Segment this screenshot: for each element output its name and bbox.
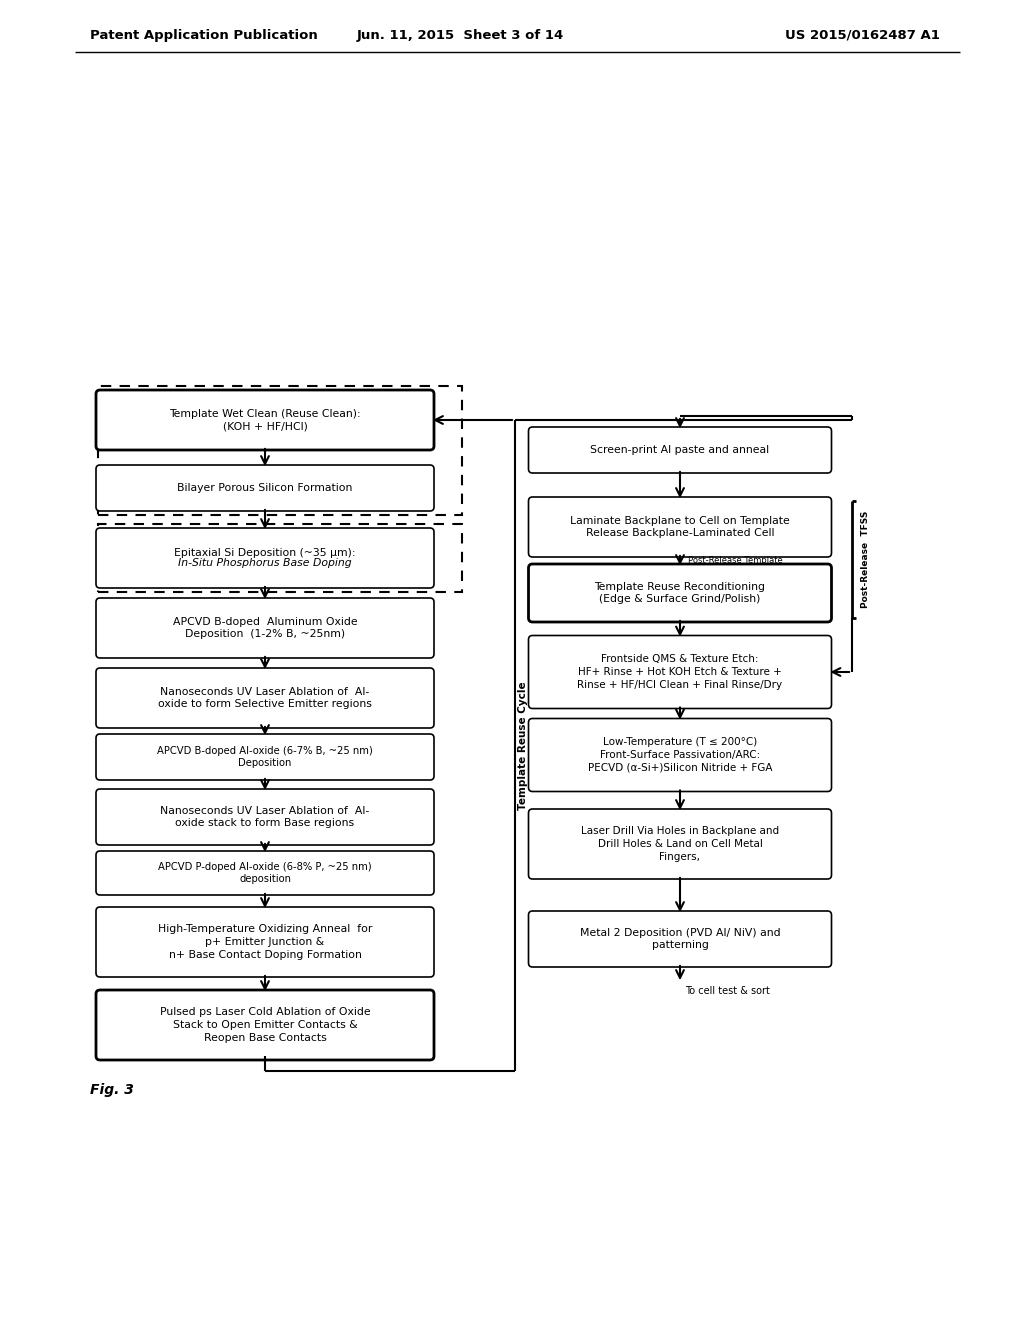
FancyBboxPatch shape [96, 734, 434, 780]
FancyBboxPatch shape [96, 528, 434, 587]
Text: Fig. 3: Fig. 3 [90, 1082, 134, 1097]
Text: Frontside QMS & Texture Etch:
HF+ Rinse + Hot KOH Etch & Texture +
Rinse + HF/HC: Frontside QMS & Texture Etch: HF+ Rinse … [578, 655, 782, 690]
FancyBboxPatch shape [96, 389, 434, 450]
Text: Metal 2 Deposition (PVD Al/ NiV) and
patterning: Metal 2 Deposition (PVD Al/ NiV) and pat… [580, 928, 780, 950]
Text: In-Situ Phosphorus Base Doping: In-Situ Phosphorus Base Doping [178, 558, 352, 569]
FancyBboxPatch shape [528, 498, 831, 557]
Text: US 2015/0162487 A1: US 2015/0162487 A1 [785, 29, 940, 41]
FancyBboxPatch shape [96, 907, 434, 977]
Text: Screen-print Al paste and anneal: Screen-print Al paste and anneal [591, 445, 770, 455]
Text: Template Reuse Reconditioning
(Edge & Surface Grind/Polish): Template Reuse Reconditioning (Edge & Su… [595, 582, 766, 605]
Text: Post-Release Template: Post-Release Template [688, 556, 782, 565]
FancyBboxPatch shape [96, 789, 434, 845]
Text: Nanoseconds UV Laser Ablation of  Al-
oxide to form Selective Emitter regions: Nanoseconds UV Laser Ablation of Al- oxi… [158, 686, 372, 709]
FancyBboxPatch shape [96, 465, 434, 511]
Text: Laminate Backplane to Cell on Template
Release Backplane-Laminated Cell: Laminate Backplane to Cell on Template R… [570, 516, 790, 539]
Text: Bilayer Porous Silicon Formation: Bilayer Porous Silicon Formation [177, 483, 352, 492]
Text: Pulsed ps Laser Cold Ablation of Oxide
Stack to Open Emitter Contacts &
Reopen B: Pulsed ps Laser Cold Ablation of Oxide S… [160, 1007, 371, 1043]
FancyBboxPatch shape [528, 911, 831, 968]
Text: Epitaxial Si Deposition (~35 μm):: Epitaxial Si Deposition (~35 μm): [174, 548, 355, 558]
Text: High-Temperature Oxidizing Anneal  for
p+ Emitter Junction &
n+ Base Contact Dop: High-Temperature Oxidizing Anneal for p+… [158, 924, 372, 960]
Text: Patent Application Publication: Patent Application Publication [90, 29, 317, 41]
Bar [98, 524, 462, 591]
Bar [98, 385, 462, 515]
Text: Laser Drill Via Holes in Backplane and
Drill Holes & Land on Cell Metal
Fingers,: Laser Drill Via Holes in Backplane and D… [581, 826, 779, 862]
Text: To cell test & sort: To cell test & sort [685, 986, 770, 997]
FancyBboxPatch shape [528, 809, 831, 879]
FancyBboxPatch shape [96, 598, 434, 657]
Text: APCVD B-doped Al-oxide (6-7% B, ~25 nm)
Deposition: APCVD B-doped Al-oxide (6-7% B, ~25 nm) … [157, 746, 373, 768]
Text: Post-Release  TFSS: Post-Release TFSS [861, 511, 870, 609]
FancyBboxPatch shape [528, 564, 831, 622]
Text: Jun. 11, 2015  Sheet 3 of 14: Jun. 11, 2015 Sheet 3 of 14 [356, 29, 563, 41]
Text: Template Reuse Cycle: Template Reuse Cycle [518, 681, 528, 809]
FancyBboxPatch shape [96, 851, 434, 895]
Text: APCVD P-doped Al-oxide (6-8% P, ~25 nm)
deposition: APCVD P-doped Al-oxide (6-8% P, ~25 nm) … [158, 862, 372, 884]
FancyBboxPatch shape [96, 990, 434, 1060]
FancyBboxPatch shape [528, 426, 831, 473]
FancyBboxPatch shape [528, 718, 831, 792]
Text: Nanoseconds UV Laser Ablation of  Al-
oxide stack to form Base regions: Nanoseconds UV Laser Ablation of Al- oxi… [161, 805, 370, 829]
FancyBboxPatch shape [96, 668, 434, 729]
Text: Template Wet Clean (Reuse Clean):
(KOH + HF/HCl): Template Wet Clean (Reuse Clean): (KOH +… [169, 409, 360, 432]
FancyBboxPatch shape [528, 635, 831, 709]
Text: APCVD B-doped  Aluminum Oxide
Deposition  (1-2% B, ~25nm): APCVD B-doped Aluminum Oxide Deposition … [173, 616, 357, 639]
Text: Low-Temperature (T ≤ 200°C)
Front-Surface Passivation/ARC:
PECVD (α-Si+)Silicon : Low-Temperature (T ≤ 200°C) Front-Surfac… [588, 737, 772, 772]
